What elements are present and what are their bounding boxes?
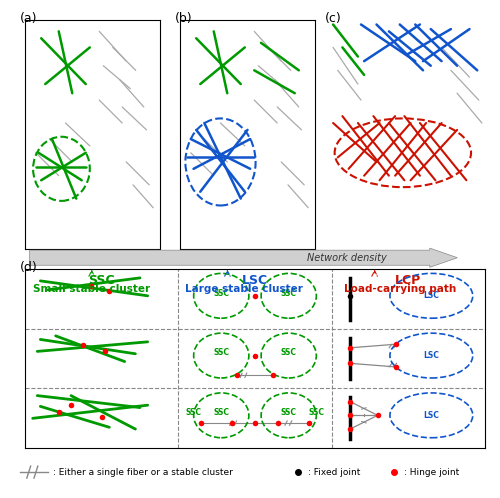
Text: (c): (c) bbox=[325, 12, 342, 25]
Text: LSC: LSC bbox=[424, 411, 440, 420]
Text: SSC: SSC bbox=[308, 408, 324, 417]
Text: (d): (d) bbox=[20, 261, 38, 274]
Text: SSC: SSC bbox=[88, 274, 115, 287]
Text: : Fixed joint: : Fixed joint bbox=[308, 468, 360, 477]
Text: LSC: LSC bbox=[242, 274, 268, 287]
Text: LCP: LCP bbox=[395, 274, 421, 287]
Text: (a): (a) bbox=[20, 12, 38, 25]
Text: : Either a single fiber or a stable cluster: : Either a single fiber or a stable clus… bbox=[53, 468, 233, 477]
Text: Large stable cluster: Large stable cluster bbox=[184, 284, 302, 294]
Text: SSC: SSC bbox=[214, 289, 230, 298]
Text: Load-carrying path: Load-carrying path bbox=[344, 284, 456, 294]
Text: LSC: LSC bbox=[424, 351, 440, 360]
Text: SSC: SSC bbox=[214, 349, 230, 358]
Text: (b): (b) bbox=[175, 12, 192, 25]
Text: SSC: SSC bbox=[186, 408, 202, 417]
Text: Network density: Network density bbox=[307, 252, 387, 263]
Text: SSC: SSC bbox=[280, 349, 296, 358]
Text: SSC: SSC bbox=[280, 289, 296, 298]
Text: Small stable cluster: Small stable cluster bbox=[33, 284, 150, 294]
Text: : Hinge joint: : Hinge joint bbox=[404, 468, 459, 477]
Text: LSC: LSC bbox=[424, 291, 440, 300]
Text: SSC: SSC bbox=[214, 408, 230, 417]
Text: SSC: SSC bbox=[280, 408, 296, 417]
FancyArrow shape bbox=[30, 248, 458, 267]
